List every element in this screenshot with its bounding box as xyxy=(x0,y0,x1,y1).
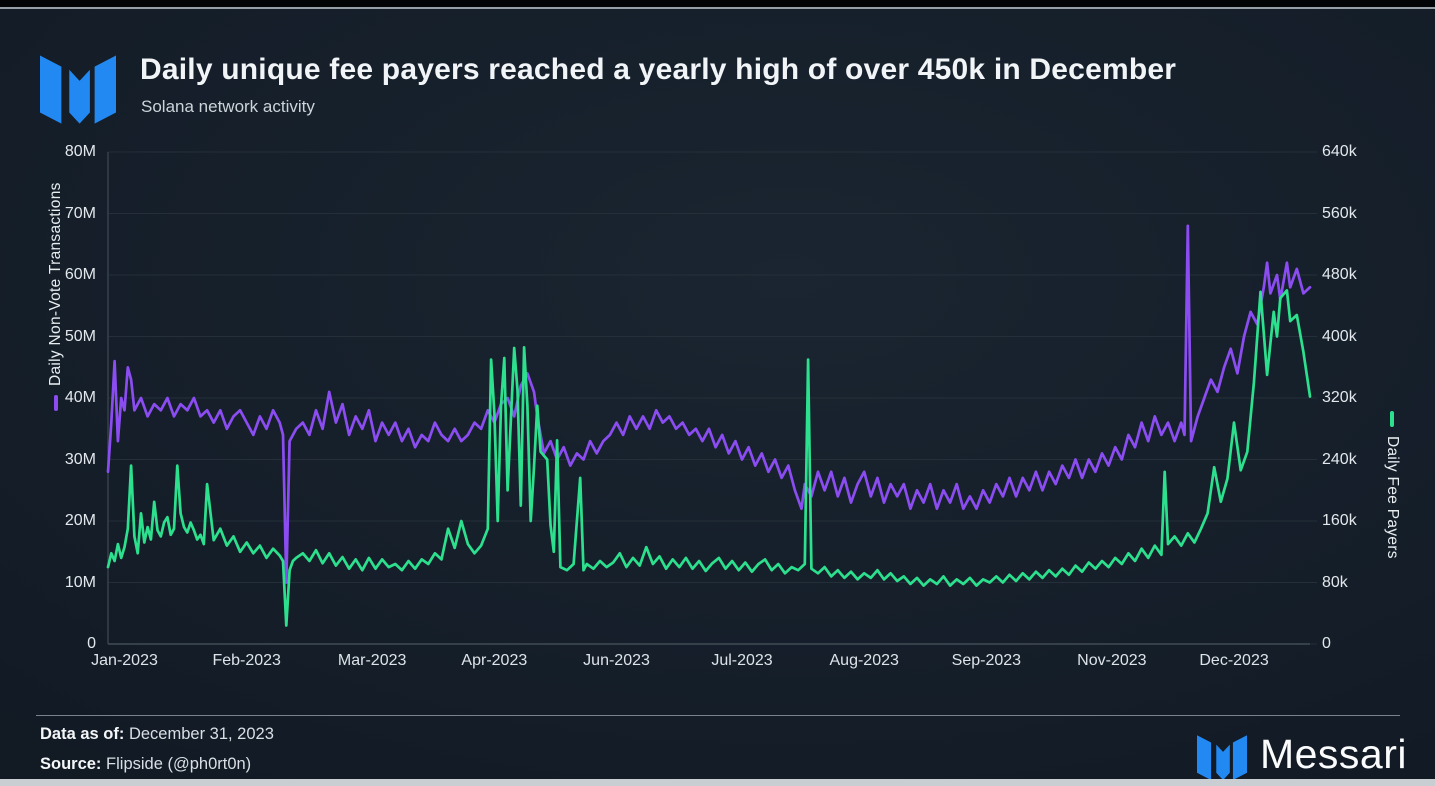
y-left-tick-label: 60M xyxy=(64,266,96,283)
messari-wordmark: Messari xyxy=(1196,723,1407,785)
data-as-of-value: December 31, 2023 xyxy=(128,725,274,743)
x-axis-tick-label: Mar-2023 xyxy=(337,652,407,669)
y-right-tick-label: 480k xyxy=(1322,266,1357,283)
x-axis-tick-label: Jun-2023 xyxy=(583,652,650,669)
messari-wordmark-icon xyxy=(1196,735,1247,780)
chart-background: Daily unique fee payers reached a yearly… xyxy=(0,9,1435,780)
top-divider-line xyxy=(0,7,1435,9)
y-right-tick-label: 80k xyxy=(1322,573,1348,591)
x-axis-tick-label: Aug-2023 xyxy=(829,652,899,669)
right-axis-title-label: Daily Fee Payers xyxy=(1384,436,1401,559)
source-row: Source: Flipside (@ph0rt0n) xyxy=(40,755,251,774)
y-left-tick-label: 80M xyxy=(64,143,96,160)
y-right-tick-label: 320k xyxy=(1322,389,1357,406)
y-left-tick-label: 70M xyxy=(64,204,96,222)
y-left-tick-label: 50M xyxy=(64,327,96,345)
y-right-tick-label: 640k xyxy=(1322,143,1357,160)
green-series-legend-dash-icon xyxy=(1390,411,1394,427)
y-right-tick-label: 560k xyxy=(1322,204,1357,222)
y-right-tick-label: 240k xyxy=(1322,450,1357,468)
purple-series-legend-dash-icon xyxy=(54,395,58,411)
messari-logo-icon xyxy=(40,55,116,124)
chart-title: Daily unique fee payers reached a yearly… xyxy=(140,53,1177,86)
y-left-tick-label: 20M xyxy=(64,512,96,529)
footer-divider xyxy=(36,715,1400,716)
x-axis-tick-label: Feb-2023 xyxy=(212,652,281,669)
y-left-tick-label: 0 xyxy=(87,635,96,652)
y-left-tick-label: 40M xyxy=(64,389,96,406)
top-black-strip xyxy=(0,0,1435,7)
chart-subtitle: Solana network activity xyxy=(141,97,315,116)
x-axis-tick-label: Nov-2023 xyxy=(1077,652,1147,669)
x-axis-tick-label: Jan-2023 xyxy=(91,652,158,669)
y-right-tick-label: 160k xyxy=(1322,512,1357,529)
y-right-tick-label: 400k xyxy=(1322,327,1357,345)
y-left-tick-label: 10M xyxy=(64,573,96,591)
y-right-tick-label: 0 xyxy=(1322,635,1331,652)
x-axis-tick-label: Sep-2023 xyxy=(951,652,1022,669)
bottom-gray-strip xyxy=(0,779,1435,786)
y-left-tick-label: 30M xyxy=(64,450,96,468)
x-axis-tick-label: Jul-2023 xyxy=(711,652,773,669)
data-as-of-label: Data as of: xyxy=(40,725,125,743)
left-axis-title-label: Daily Non-Vote Transactions xyxy=(47,182,64,386)
source-label: Source: xyxy=(40,755,102,773)
messari-wordmark-text: Messari xyxy=(1259,730,1407,777)
x-axis-tick-label: Apr-2023 xyxy=(461,652,528,669)
x-axis-tick-label: Dec-2023 xyxy=(1199,652,1269,669)
source-value: Flipside (@ph0rt0n) xyxy=(106,755,252,773)
data-as-of-row: Data as of: December 31, 2023 xyxy=(40,725,274,744)
